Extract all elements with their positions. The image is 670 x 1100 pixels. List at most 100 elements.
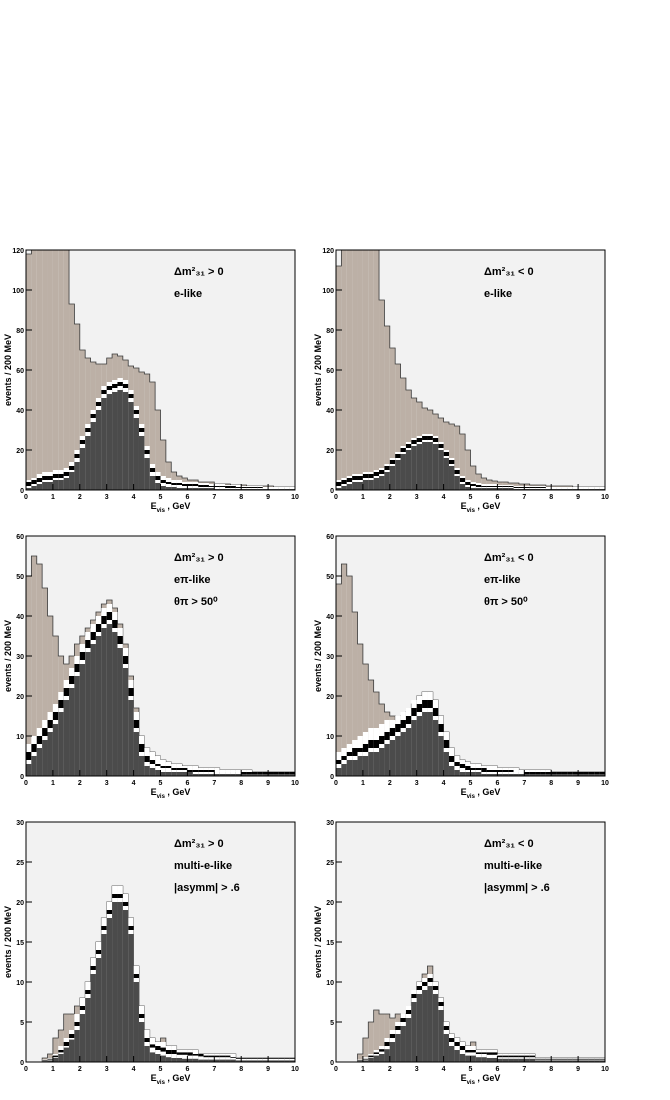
x-tick-label: 0 <box>24 780 28 787</box>
figure-grid: 0 20 40 60 80 100 120 0 1 2 3 4 5 6 7 8 9 10 Evis , GeV eve… <box>0 240 620 1099</box>
bar-signal <box>395 736 401 776</box>
bar-signal <box>133 982 139 1062</box>
bar-total <box>155 410 161 490</box>
bar-signal <box>138 1022 145 1062</box>
bar-black <box>42 1060 48 1062</box>
bar-signal <box>74 1030 80 1062</box>
bar-total <box>470 466 476 490</box>
bar-total <box>336 266 342 490</box>
bar-signal <box>165 1057 172 1062</box>
bar-white <box>219 1057 226 1062</box>
bar-signal <box>599 774 605 776</box>
y-tick-label: 0 <box>20 774 24 781</box>
bar-total <box>26 254 32 490</box>
bar-signal <box>187 488 193 490</box>
annotation-1: Δm²₃₁ < 0 <box>484 838 534 850</box>
x-tick-label: 3 <box>415 1066 419 1073</box>
bar-total <box>69 304 75 490</box>
bar-signal <box>362 1060 369 1062</box>
bar-signal <box>578 1060 584 1062</box>
y-tick-label: 30 <box>326 654 334 661</box>
bar-signal <box>278 1060 285 1062</box>
bar-total <box>368 250 374 490</box>
bar-signal <box>90 422 96 490</box>
annotation-2: e-like <box>484 288 512 300</box>
bar-signal <box>42 482 48 490</box>
bar-signal <box>230 1059 236 1062</box>
y-tick-label: 40 <box>326 614 334 621</box>
annotation-2: e-like <box>174 288 202 300</box>
y-tick-label: 15 <box>16 940 24 947</box>
y-tick-label: 20 <box>16 694 24 701</box>
x-tick-label: 5 <box>469 1066 473 1073</box>
bar-signal <box>257 1060 263 1062</box>
y-tick-label: 20 <box>16 900 24 907</box>
bar-signal <box>192 774 199 776</box>
bar-signal <box>106 394 113 490</box>
bar-signal <box>508 774 514 776</box>
y-tick-label: 0 <box>330 774 334 781</box>
bar-signal <box>379 476 385 490</box>
y-tick-label: 5 <box>20 1020 24 1027</box>
bar-signal <box>336 488 342 490</box>
bar-signal <box>198 774 204 776</box>
bar-signal <box>155 770 161 776</box>
x-tick-label: 1 <box>361 1066 365 1073</box>
bar-signal <box>470 1055 476 1062</box>
bar-signal <box>492 1058 498 1062</box>
bar-signal <box>529 1058 536 1062</box>
bar-signal <box>529 774 536 776</box>
annotation-3: θπ > 50⁰ <box>484 596 528 608</box>
bar-signal <box>47 482 53 490</box>
y-tick-label: 50 <box>326 574 334 581</box>
bar-total <box>459 434 466 490</box>
bar-signal <box>389 466 396 490</box>
bar-signal <box>230 774 236 776</box>
bar-total <box>352 612 358 776</box>
x-tick-label: 10 <box>601 494 609 501</box>
y-tick-label: 60 <box>326 368 334 375</box>
bar-signal <box>465 772 471 776</box>
bar-signal <box>208 488 215 490</box>
bar-signal <box>165 772 172 776</box>
y-tick-label: 20 <box>326 448 334 455</box>
bar-signal <box>155 483 161 490</box>
bar-signal <box>341 486 347 490</box>
bar-signal <box>599 1060 605 1062</box>
bar-signal <box>69 688 75 776</box>
annotation-1: Δm²₃₁ > 0 <box>174 266 224 278</box>
bar-total <box>357 1054 363 1062</box>
bar-signal <box>144 766 150 776</box>
x-tick-label: 1 <box>51 1066 55 1073</box>
x-tick-label: 10 <box>291 494 299 501</box>
bar-signal <box>502 488 509 490</box>
y-tick-label: 20 <box>326 900 334 907</box>
bar-signal <box>112 632 118 776</box>
y-tick-label: 0 <box>20 488 24 495</box>
bar-signal <box>486 774 493 776</box>
bar-total <box>58 250 64 490</box>
bar-total <box>346 250 353 490</box>
bar-signal <box>192 1058 199 1062</box>
y-tick-label: 60 <box>16 534 24 541</box>
bar-signal <box>561 1060 568 1062</box>
bar-total <box>465 450 471 490</box>
histogram-panel-6: 0 5 10 15 20 25 30 0 1 2 3 4 5 6 7 8 9 10 Evis , GeV events… <box>313 820 609 1086</box>
bar-signal <box>454 770 460 776</box>
bar-signal <box>187 772 193 776</box>
x-tick-label: 10 <box>601 780 609 787</box>
bar-signal <box>192 488 199 490</box>
bar-signal <box>400 732 406 776</box>
annotation-2: multi-e-like <box>484 860 542 872</box>
bar-signal <box>513 1058 519 1062</box>
bar-signal <box>438 450 444 490</box>
y-tick-label: 30 <box>16 654 24 661</box>
bar-signal <box>497 488 503 490</box>
bar-signal <box>52 480 59 490</box>
bar-signal <box>373 1055 380 1062</box>
bar-signal <box>90 644 96 776</box>
y-tick-label: 10 <box>326 980 334 987</box>
x-tick-label: 5 <box>159 1066 163 1073</box>
bar-total <box>63 250 70 490</box>
bar-total <box>357 250 363 490</box>
